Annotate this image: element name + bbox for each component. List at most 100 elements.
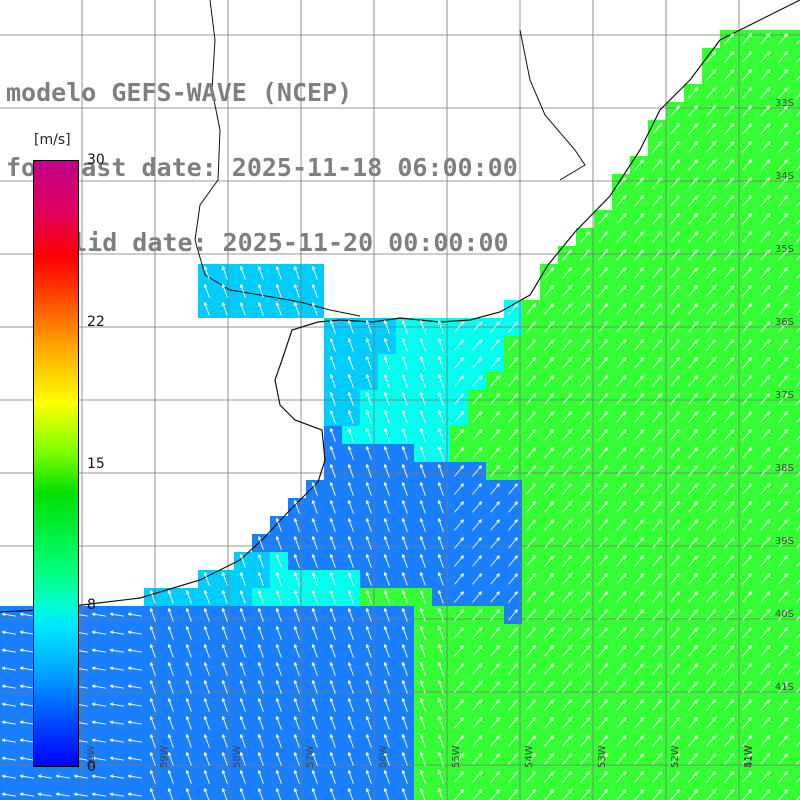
wind-speed-cell xyxy=(792,426,800,444)
wind-arrow xyxy=(796,723,800,729)
wind-arrow xyxy=(634,393,644,405)
wind-arrow xyxy=(706,573,716,585)
wind-arrow xyxy=(742,339,752,351)
wind-arrow xyxy=(419,356,426,370)
wind-arrow xyxy=(670,429,680,441)
wind-arrow xyxy=(688,267,698,279)
wind-arrow xyxy=(598,375,608,387)
wind-arrow xyxy=(19,684,34,689)
wind-arrow xyxy=(616,321,626,333)
wind-arrow xyxy=(562,447,572,459)
wind-arrow xyxy=(598,645,608,657)
wind-speed-cell xyxy=(792,372,800,390)
wind-arrow xyxy=(724,267,734,279)
wind-arrow xyxy=(109,648,124,653)
wind-arrow xyxy=(329,644,336,658)
wind-arrow xyxy=(109,702,124,707)
wind-arrow xyxy=(311,500,318,514)
wind-arrow xyxy=(347,500,354,514)
wind-arrow xyxy=(19,792,34,797)
wind-arrow xyxy=(706,735,716,747)
wind-arrow xyxy=(311,734,318,748)
wind-arrow xyxy=(616,231,626,243)
wind-arrow xyxy=(185,662,192,676)
wind-speed-cell xyxy=(792,390,800,408)
wind-arrow xyxy=(239,572,246,586)
wind-arrow xyxy=(634,213,644,225)
wind-speed-cell xyxy=(342,786,360,800)
wind-arrow xyxy=(185,770,192,784)
wind-arrow xyxy=(221,734,228,748)
wind-arrow xyxy=(742,321,752,333)
wind-arrow xyxy=(742,537,752,549)
wind-arrow xyxy=(562,339,572,351)
wind-arrow xyxy=(293,500,300,514)
wind-arrow xyxy=(544,285,554,297)
wind-arrow xyxy=(239,284,246,298)
wind-arrow xyxy=(454,717,464,729)
wind-arrow xyxy=(329,734,336,748)
wind-arrow xyxy=(526,645,536,657)
wind-arrow xyxy=(91,774,106,779)
wind-arrow xyxy=(109,612,124,617)
wind-arrow xyxy=(598,681,608,693)
wind-arrow xyxy=(365,446,372,460)
wind-arrow xyxy=(311,680,318,694)
wind-arrow xyxy=(490,321,500,333)
wind-arrow xyxy=(454,393,464,405)
wind-arrow xyxy=(598,537,608,549)
wind-arrow xyxy=(796,111,800,117)
wind-arrow xyxy=(91,612,106,617)
wind-arrow xyxy=(562,537,572,549)
wind-arrow xyxy=(778,717,788,729)
wind-arrow xyxy=(778,465,788,477)
wind-arrow xyxy=(383,716,390,730)
wind-arrow xyxy=(472,501,482,513)
wind-arrow xyxy=(544,447,554,459)
wind-arrow xyxy=(185,680,192,694)
wind-arrow xyxy=(257,752,264,766)
wind-arrow xyxy=(37,792,52,797)
wind-arrow xyxy=(778,375,788,387)
wind-arrow xyxy=(544,609,554,621)
wind-arrow xyxy=(742,663,752,675)
wind-arrow xyxy=(634,411,644,423)
wind-arrow xyxy=(796,759,800,765)
wind-arrow xyxy=(275,734,282,748)
wind-arrow xyxy=(670,213,680,225)
wind-arrow xyxy=(383,644,390,658)
wind-arrow xyxy=(634,321,644,333)
wind-speed-cell xyxy=(792,120,800,138)
wind-arrow xyxy=(688,663,698,675)
model-title: modelo GEFS-WAVE (NCEP) xyxy=(6,78,353,107)
wind-arrow xyxy=(634,249,644,261)
wind-arrow xyxy=(203,716,210,730)
wind-arrow xyxy=(778,321,788,333)
wind-arrow xyxy=(688,411,698,423)
wind-arrow xyxy=(580,249,590,261)
wind-arrow xyxy=(347,320,354,334)
colorbar-tick-label: 8 xyxy=(87,597,96,614)
wind-arrow xyxy=(760,195,770,207)
wind-arrow xyxy=(490,573,500,585)
wind-arrow xyxy=(652,159,662,171)
wind-arrow xyxy=(275,572,282,586)
wind-arrow xyxy=(383,626,390,640)
wind-arrow xyxy=(670,285,680,297)
wind-arrow xyxy=(778,501,788,513)
latitude-label: 37S xyxy=(774,390,794,401)
wind-arrow xyxy=(796,93,800,99)
wind-speed-cell xyxy=(774,786,792,800)
wind-arrow xyxy=(329,698,336,712)
wind-arrow xyxy=(544,771,554,783)
wind-arrow xyxy=(670,555,680,567)
wind-arrow xyxy=(91,630,106,635)
wind-arrow xyxy=(760,627,770,639)
wind-arrow xyxy=(329,626,336,640)
wind-arrow xyxy=(796,633,800,639)
wind-speed-cell xyxy=(612,786,630,800)
wind-arrow xyxy=(724,213,734,225)
wind-arrow xyxy=(742,555,752,567)
wind-arrow xyxy=(670,447,680,459)
wind-arrow xyxy=(742,645,752,657)
